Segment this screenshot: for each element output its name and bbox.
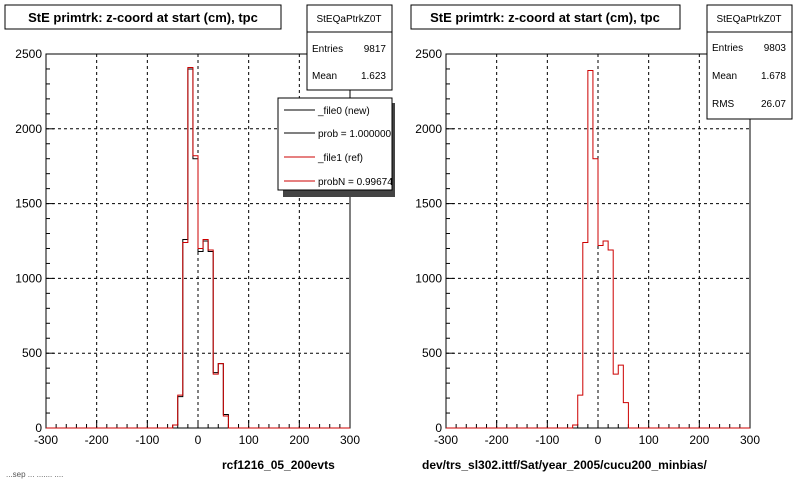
stats-label-mean-right: Mean <box>712 71 737 82</box>
stats-label-rms-right: RMS <box>712 99 735 110</box>
x-tick-label: -300 <box>34 433 58 447</box>
y-tick-label: 0 <box>435 421 442 435</box>
stats-label-entries-left: Entries <box>312 44 343 55</box>
x-tick-label: 0 <box>195 433 202 447</box>
stats-value-entries-left: 9817 <box>364 44 387 55</box>
y-tick-label: 1500 <box>415 197 442 211</box>
y-tick-label: 1000 <box>15 271 42 285</box>
histogram-plot-right: -300 -200 -100 0 100 200 300 0 500 1000 1500 2000 25… <box>415 47 760 447</box>
x-tick-label: 100 <box>639 433 659 447</box>
stats-value-entries-right: 9803 <box>764 43 787 54</box>
histogram-plot-left: -300 -200 -100 0 100 200 300 0 500 1000 1500 2000 25… <box>15 47 360 447</box>
stats-label-mean-left: Mean <box>312 71 337 82</box>
title-box-right <box>410 4 681 30</box>
legend-label-ref: _file1 (ref) <box>317 153 363 164</box>
x-tick-label: 200 <box>289 433 309 447</box>
histogram-series-1 <box>46 66 350 429</box>
panel-right: -300 -200 -100 0 100 200 300 0 500 1000 1500 2000 25… <box>410 4 793 472</box>
stats-box-right: StEQaPtrkZ0T Entries 9803 Mean 1.678 RMS… <box>706 4 793 120</box>
x-tick-label: 200 <box>689 433 709 447</box>
x-tick-label: -200 <box>485 433 509 447</box>
stats-box-left: StEQaPtrkZ0T Entries 9817 Mean 1.623 <box>306 4 393 91</box>
x-tick-label: -100 <box>535 433 559 447</box>
title-left: StE primtrk: z-coord at start (cm), tpc <box>28 10 258 25</box>
legend-label-new: _file0 (new) <box>317 106 370 117</box>
stats-label-entries-right: Entries <box>712 43 743 54</box>
title-right: StE primtrk: z-coord at start (cm), tpc <box>430 10 660 25</box>
x-tick-label: -100 <box>135 433 159 447</box>
x-tick-label: 100 <box>239 433 259 447</box>
legend-label-prob: prob = 1.000000 <box>318 129 392 140</box>
panel-left: -300 -200 -100 0 100 200 300 0 500 1000 1500 2000 25… <box>4 4 395 472</box>
stats-name-left: StEQaPtrkZ0T <box>316 14 381 25</box>
stats-value-mean-right: 1.678 <box>761 71 786 82</box>
x-tick-label: 300 <box>740 433 760 447</box>
x-tick-label: -300 <box>434 433 458 447</box>
stats-name-right: StEQaPtrkZ0T <box>716 14 781 25</box>
y-tick-label: 2500 <box>15 47 42 61</box>
x-tick-label: -200 <box>85 433 109 447</box>
y-tick-label: 1000 <box>415 271 442 285</box>
y-tick-label: 2500 <box>415 47 442 61</box>
stats-value-mean-left: 1.623 <box>361 71 386 82</box>
caption-right: dev/trs_sl302.ittf/Sat/year_2005/cucu200… <box>422 458 707 472</box>
y-tick-label: 2000 <box>415 122 442 136</box>
footer-date: ...sep ... ....... .... <box>6 470 63 479</box>
y-tick-label: 2000 <box>15 122 42 136</box>
legend-box: _file0 (new) prob = 1.000000 _file1 (ref… <box>277 97 395 197</box>
title-box-left <box>4 4 282 30</box>
x-tick-label: 0 <box>595 433 602 447</box>
y-tick-label: 500 <box>22 346 42 360</box>
stats-value-rms-right: 26.07 <box>761 99 786 110</box>
caption-left: rcf1216_05_200evts <box>222 458 335 472</box>
legend-label-probn: probN = 0.99674 <box>318 177 393 188</box>
y-tick-label: 500 <box>422 346 442 360</box>
x-tick-label: 300 <box>340 433 360 447</box>
histogram-series-0 <box>446 69 750 429</box>
y-tick-label: 1500 <box>15 197 42 211</box>
y-tick-label: 0 <box>35 421 42 435</box>
